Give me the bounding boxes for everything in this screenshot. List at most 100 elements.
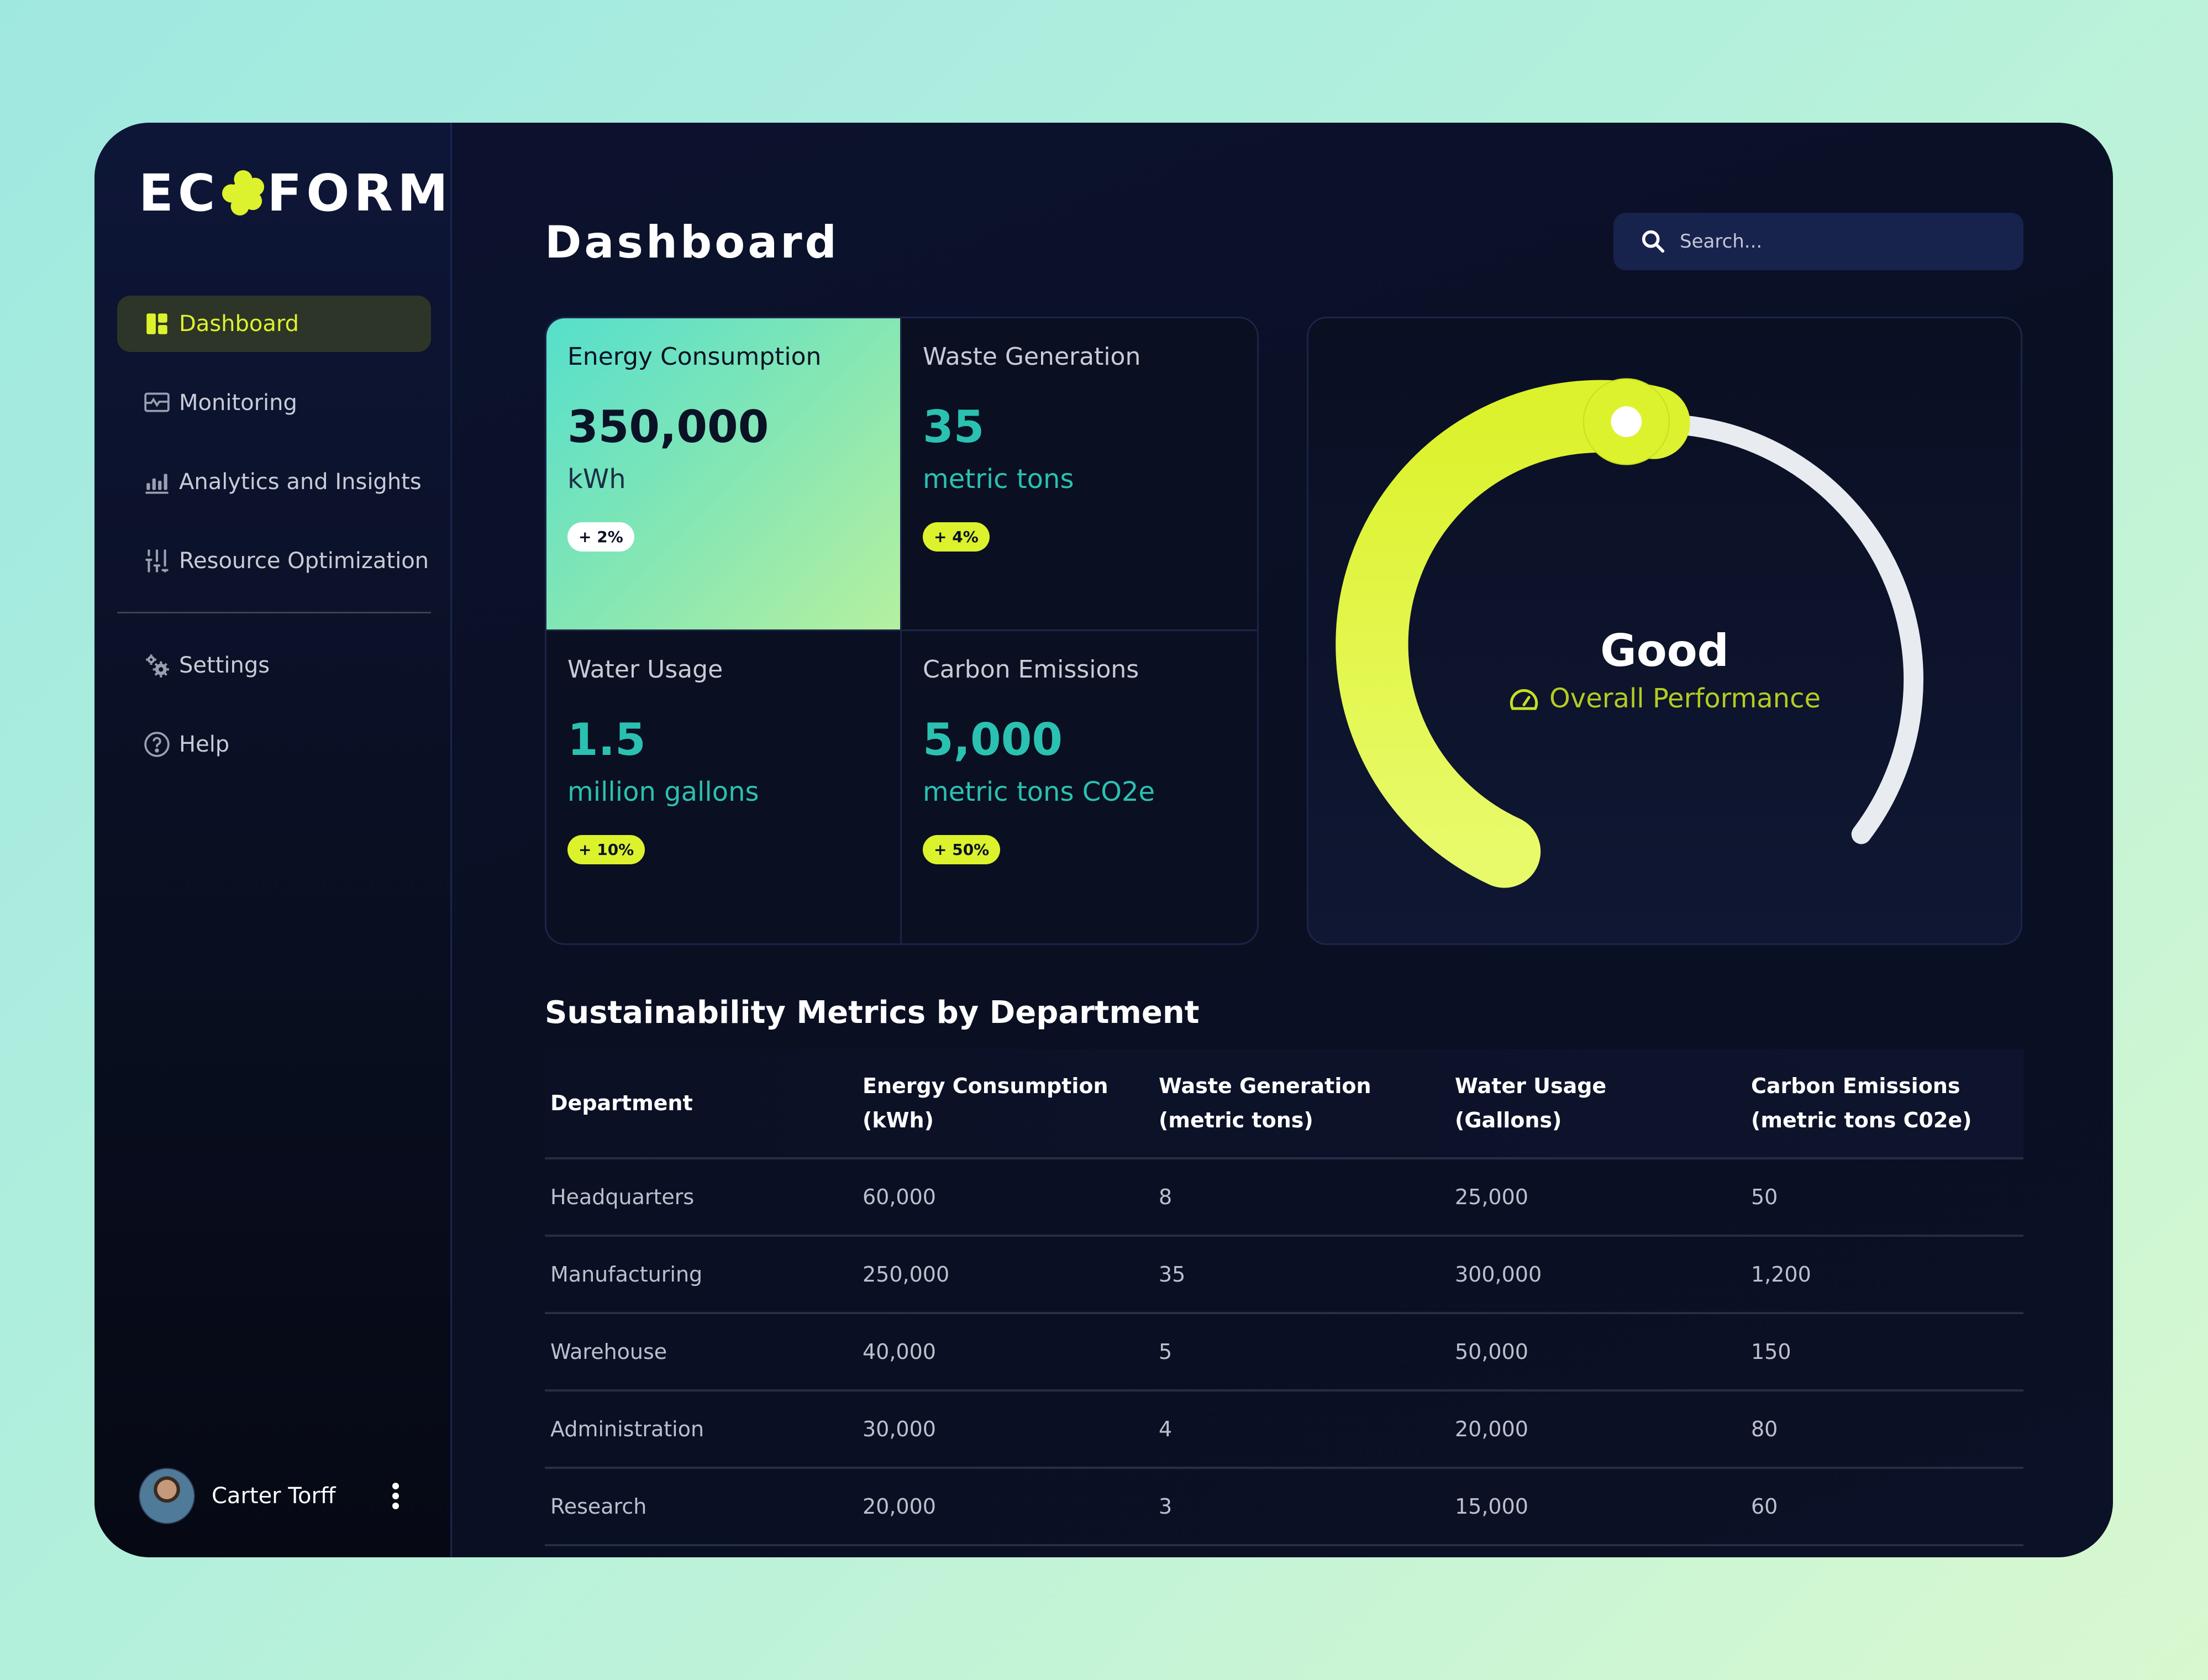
metric-label: Energy Consumption bbox=[567, 343, 822, 371]
cell-carbon: 50 bbox=[1751, 1185, 1778, 1209]
cell-waste: 4 bbox=[1159, 1417, 1173, 1441]
metric-label: Waste Generation bbox=[923, 343, 1141, 371]
metric-value: 5,000 bbox=[923, 713, 1063, 765]
performance-gauge bbox=[1336, 378, 1923, 888]
gears-icon bbox=[143, 651, 171, 680]
cell-waste: 3 bbox=[1159, 1494, 1173, 1519]
cell-department: Research bbox=[550, 1494, 647, 1519]
gauge-label: Overall Performance bbox=[1549, 683, 1821, 714]
gauge-label-row: Overall Performance bbox=[1508, 683, 1821, 714]
sidebar-item-resource-optimization[interactable]: Resource Optimization bbox=[117, 533, 431, 589]
column-header-energy[interactable]: Energy Consumption (kWh) bbox=[863, 1074, 1108, 1132]
search-input[interactable] bbox=[1680, 230, 1989, 253]
metric-unit: kWh bbox=[567, 464, 626, 495]
cell-carbon: 60 bbox=[1751, 1494, 1778, 1519]
metric-value: 350,000 bbox=[567, 401, 769, 453]
sidebar: EC FORM Dashboard bbox=[94, 123, 452, 1557]
metric-unit: metric tons bbox=[923, 464, 1074, 495]
gauge-progress bbox=[1336, 380, 1690, 888]
table-title: Sustainability Metrics by Department bbox=[545, 995, 1200, 1031]
column-header-carbon[interactable]: Carbon Emissions (metric tons C02e) bbox=[1751, 1074, 1972, 1132]
change-badge: + 2% bbox=[567, 522, 634, 552]
sidebar-item-label: Monitoring bbox=[179, 390, 297, 416]
table-row[interactable]: Warehouse 40,000 5 50,000 150 bbox=[545, 1314, 2023, 1392]
metric-card-carbon[interactable]: Carbon Emissions 5,000 metric tons CO2e … bbox=[902, 631, 1257, 944]
cell-department: Manufacturing bbox=[550, 1262, 703, 1287]
column-header-water[interactable]: Water Usage (Gallons) bbox=[1455, 1074, 1607, 1132]
cell-energy: 20,000 bbox=[863, 1494, 936, 1519]
metric-label: Water Usage bbox=[567, 655, 723, 684]
gauge-center-text: Good Overall Performance bbox=[1308, 625, 2021, 715]
sidebar-item-label: Resource Optimization bbox=[179, 548, 429, 574]
metric-card-waste[interactable]: Waste Generation 35 metric tons + 4% bbox=[902, 318, 1257, 631]
cell-water: 20,000 bbox=[1455, 1417, 1528, 1441]
table-row[interactable]: Manufacturing 250,000 35 300,000 1,200 bbox=[545, 1237, 2023, 1314]
sidebar-item-label: Dashboard bbox=[179, 311, 299, 337]
sliders-icon bbox=[143, 547, 171, 575]
change-badge: + 4% bbox=[923, 522, 990, 552]
cell-waste: 35 bbox=[1159, 1262, 1186, 1287]
sidebar-item-label: Settings bbox=[179, 653, 270, 678]
dashboard-icon bbox=[143, 309, 171, 338]
table-header-row: Department Energy Consumption (kWh) Waste… bbox=[545, 1049, 2023, 1159]
performance-gauge-card: Good Overall Performance bbox=[1307, 317, 2022, 945]
search-icon bbox=[1642, 230, 1665, 253]
cell-energy: 60,000 bbox=[863, 1185, 936, 1209]
cell-energy: 40,000 bbox=[863, 1340, 936, 1364]
change-badge: + 50% bbox=[923, 834, 1001, 864]
speedometer-icon bbox=[1510, 689, 1538, 710]
metric-card-energy[interactable]: Energy Consumption 350,000 kWh + 2% bbox=[546, 318, 902, 631]
search-box[interactable] bbox=[1613, 213, 2023, 270]
cell-energy: 30,000 bbox=[863, 1417, 936, 1441]
cell-water: 25,000 bbox=[1455, 1185, 1528, 1209]
cell-water: 15,000 bbox=[1455, 1494, 1528, 1519]
sidebar-item-settings[interactable]: Settings bbox=[117, 637, 431, 694]
gauge-knob-center bbox=[1611, 406, 1642, 437]
bar-chart-icon bbox=[143, 468, 171, 496]
cell-water: 300,000 bbox=[1455, 1262, 1542, 1287]
column-header-department[interactable]: Department bbox=[550, 1091, 693, 1115]
sidebar-item-monitoring[interactable]: Monitoring bbox=[117, 375, 431, 431]
cell-carbon: 150 bbox=[1751, 1340, 1791, 1364]
main-content: Dashboard Energy Consumption 350,000 kWh… bbox=[454, 123, 2113, 1557]
sidebar-divider bbox=[117, 612, 431, 613]
logo-text-left: EC bbox=[139, 163, 220, 223]
metric-value: 1.5 bbox=[567, 713, 646, 765]
page-title: Dashboard bbox=[545, 217, 839, 268]
cell-department: Warehouse bbox=[550, 1340, 667, 1364]
table-row[interactable]: Research 20,000 3 15,000 60 bbox=[545, 1469, 2023, 1546]
cell-waste: 8 bbox=[1159, 1185, 1173, 1209]
cell-water: 50,000 bbox=[1455, 1340, 1528, 1364]
gauge-track bbox=[1644, 414, 1923, 844]
metric-unit: million gallons bbox=[567, 776, 759, 807]
user-profile[interactable]: Carter Torff bbox=[139, 1466, 404, 1526]
metric-value: 35 bbox=[923, 401, 985, 453]
cell-department: Administration bbox=[550, 1417, 705, 1441]
metric-card-water[interactable]: Water Usage 1.5 million gallons + 10% bbox=[546, 631, 902, 943]
column-header-waste[interactable]: Waste Generation (metric tons) bbox=[1159, 1074, 1371, 1132]
app-window: EC FORM Dashboard bbox=[94, 123, 2113, 1557]
table-row[interactable]: Headquarters 60,000 8 25,000 50 bbox=[545, 1159, 2023, 1237]
sidebar-item-analytics[interactable]: Analytics and Insights bbox=[117, 454, 431, 510]
metrics-grid: Energy Consumption 350,000 kWh + 2% Wast… bbox=[545, 317, 1259, 945]
cell-energy: 250,000 bbox=[863, 1262, 950, 1287]
more-options-icon[interactable] bbox=[387, 1479, 404, 1513]
avatar[interactable] bbox=[139, 1468, 195, 1524]
table-row[interactable]: Administration 30,000 4 20,000 80 bbox=[545, 1392, 2023, 1469]
sidebar-item-label: Help bbox=[179, 732, 230, 757]
metric-label: Carbon Emissions bbox=[923, 655, 1139, 684]
sidebar-item-help[interactable]: Help bbox=[117, 716, 431, 773]
sidebar-nav: Dashboard Monitoring Analytics and Insig… bbox=[117, 296, 431, 795]
sidebar-item-dashboard[interactable]: Dashboard bbox=[117, 296, 431, 352]
change-badge: + 10% bbox=[567, 834, 645, 864]
cell-carbon: 1,200 bbox=[1751, 1262, 1811, 1287]
flower-logo-icon bbox=[222, 170, 265, 216]
department-metrics-table: Department Energy Consumption (kWh) Waste… bbox=[545, 1049, 2023, 1546]
monitor-pulse-icon bbox=[143, 389, 171, 417]
user-name: Carter Torff bbox=[212, 1483, 336, 1509]
gauge-status: Good bbox=[1600, 625, 1729, 676]
logo-text-right: FORM bbox=[267, 163, 453, 223]
cell-carbon: 80 bbox=[1751, 1417, 1778, 1441]
cell-waste: 5 bbox=[1159, 1340, 1173, 1364]
logo[interactable]: EC FORM bbox=[139, 162, 453, 223]
